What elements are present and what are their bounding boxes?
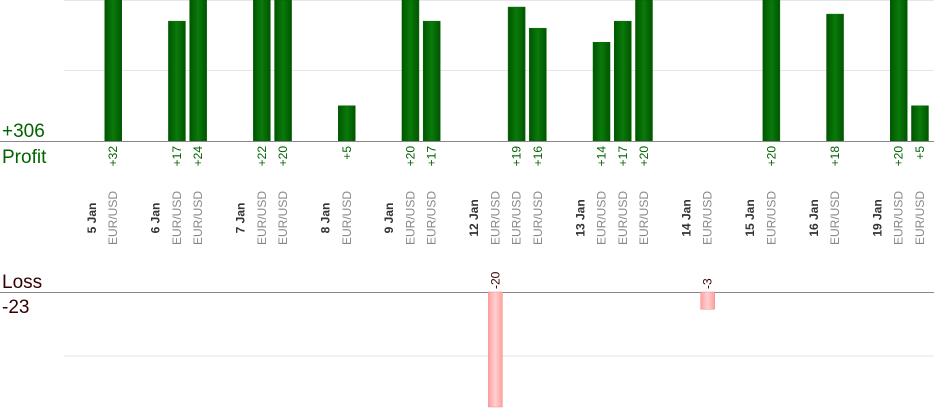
- loss-title: Loss: [2, 272, 42, 293]
- symbol-label: EUR/USD: [488, 191, 502, 245]
- symbol-label: EUR/USD: [510, 191, 524, 245]
- value-label: +20: [764, 146, 778, 167]
- symbol-label: EUR/USD: [403, 191, 417, 245]
- value-label: +20: [637, 146, 651, 167]
- symbol-label: EUR/USD: [595, 191, 609, 245]
- profit-bar: [168, 20, 186, 141]
- value-label: +14: [595, 146, 609, 167]
- profit-title: Profit: [2, 147, 47, 168]
- symbol-label: EUR/USD: [531, 191, 545, 245]
- value-label: +17: [170, 146, 184, 167]
- value-label: +5: [913, 146, 927, 160]
- symbol-label: EUR/USD: [106, 191, 120, 245]
- value-label: +22: [255, 146, 269, 167]
- profit-bar: [529, 27, 547, 141]
- symbol-label: EUR/USD: [425, 191, 439, 245]
- date-label: 15 Jan: [743, 199, 757, 236]
- profit-bar: [104, 0, 122, 141]
- value-label: +17: [616, 146, 630, 167]
- profit-bar: [826, 13, 844, 141]
- profit-bar: [338, 105, 356, 141]
- symbol-label: EUR/USD: [764, 191, 778, 245]
- value-label: +32: [106, 146, 120, 167]
- profit-total: +306: [2, 121, 45, 142]
- value-label: +24: [191, 146, 205, 167]
- profit-bar: [762, 0, 781, 141]
- value-label: +16: [531, 146, 545, 167]
- profit-bar: [189, 0, 207, 141]
- value-label: -20: [488, 271, 502, 289]
- symbol-label: EUR/USD: [701, 191, 715, 245]
- symbol-label: EUR/USD: [170, 191, 184, 245]
- date-label: 7 Jan: [234, 203, 248, 234]
- profit-bar: [401, 0, 420, 141]
- profit-bar: [614, 20, 632, 141]
- date-label: 13 Jan: [573, 199, 587, 236]
- symbol-label: EUR/USD: [340, 191, 354, 245]
- value-label: +20: [403, 146, 417, 167]
- date-label: 9 Jan: [382, 203, 396, 234]
- value-label: +20: [892, 146, 906, 167]
- profit-bar: [911, 105, 929, 141]
- symbol-label: EUR/USD: [637, 191, 651, 245]
- profit-bar: [274, 0, 292, 141]
- symbol-label: EUR/USD: [828, 191, 842, 245]
- profit-bar: [592, 42, 611, 141]
- date-label: 5 Jan: [85, 203, 99, 234]
- value-label: +20: [276, 146, 290, 167]
- symbol-label: EUR/USD: [191, 191, 205, 245]
- date-label: 16 Jan: [807, 199, 821, 236]
- date-label: 19 Jan: [871, 199, 885, 236]
- profit-bar: [422, 20, 441, 141]
- symbol-label: EUR/USD: [892, 191, 906, 245]
- value-label: +19: [510, 146, 524, 167]
- loss-bar: [488, 291, 503, 408]
- value-label: -3: [701, 278, 715, 289]
- symbol-label: EUR/USD: [913, 191, 927, 245]
- loss-total: -23: [2, 297, 29, 318]
- value-label: +5: [340, 146, 354, 160]
- profit-bar: [889, 0, 908, 141]
- date-label: 8 Jan: [319, 203, 333, 234]
- profit-bar: [253, 0, 271, 141]
- profit-area: [104, 0, 929, 141]
- value-label: +17: [425, 146, 439, 167]
- profit-bar: [507, 6, 526, 141]
- loss-bar: [700, 291, 715, 310]
- date-label: 14 Jan: [679, 199, 693, 236]
- date-label: 6 Jan: [149, 203, 163, 234]
- symbol-label: EUR/USD: [276, 191, 290, 245]
- symbol-label: EUR/USD: [616, 191, 630, 245]
- date-label: 12 Jan: [467, 199, 481, 236]
- value-label: +18: [828, 146, 842, 167]
- symbol-label: EUR/USD: [255, 191, 269, 245]
- profit-bar: [635, 0, 653, 141]
